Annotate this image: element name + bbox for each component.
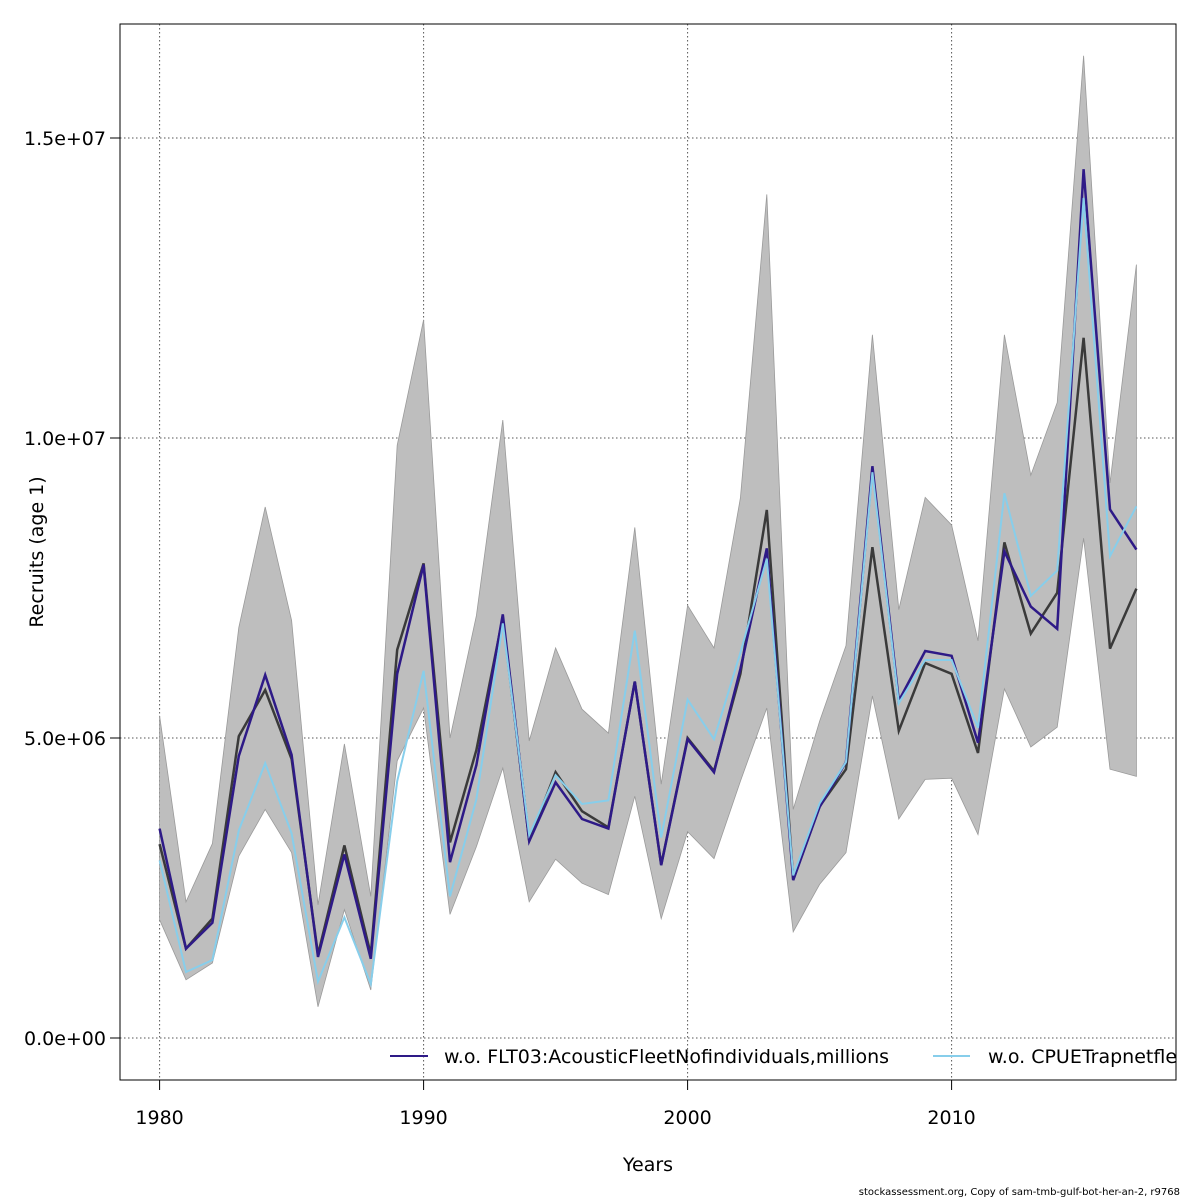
x-tick-label: 2000 [663, 1107, 711, 1129]
plot-frame [119, 23, 1177, 1081]
confidence-band [159, 55, 1137, 1007]
y-axis: 0.0e+00 5.0e+06 1.0e+07 1.5e+07 [24, 128, 120, 1050]
x-axis-label: Years [622, 1154, 673, 1176]
y-tick-label: 0.0e+00 [24, 1028, 106, 1050]
x-tick-label: 1980 [135, 1107, 183, 1129]
legend: w.o. FLT03:AcousticFleetNofindividuals,m… [390, 1046, 1177, 1068]
series-line-2 [158, 197, 1138, 988]
y-tick-label: 1.0e+07 [24, 428, 106, 450]
x-tick-label: 1990 [399, 1107, 447, 1129]
y-tick-label: 1.5e+07 [24, 128, 106, 150]
x-axis: 1980 1990 2000 2010 [135, 1080, 976, 1129]
y-axis-label: Recruits (age 1) [26, 476, 48, 627]
legend-label-flt03: w.o. FLT03:AcousticFleetNofindividuals,m… [444, 1046, 889, 1068]
legend-label-cpue: w.o. CPUETrapnetfle [988, 1046, 1177, 1068]
y-tick-label: 5.0e+06 [24, 728, 106, 750]
x-tick-label: 2010 [927, 1107, 975, 1129]
series-line-1 [158, 169, 1138, 960]
credit-text: stockassessment.org, Copy of sam-tmb-gul… [858, 1187, 1180, 1198]
plot-area [158, 55, 1138, 1007]
